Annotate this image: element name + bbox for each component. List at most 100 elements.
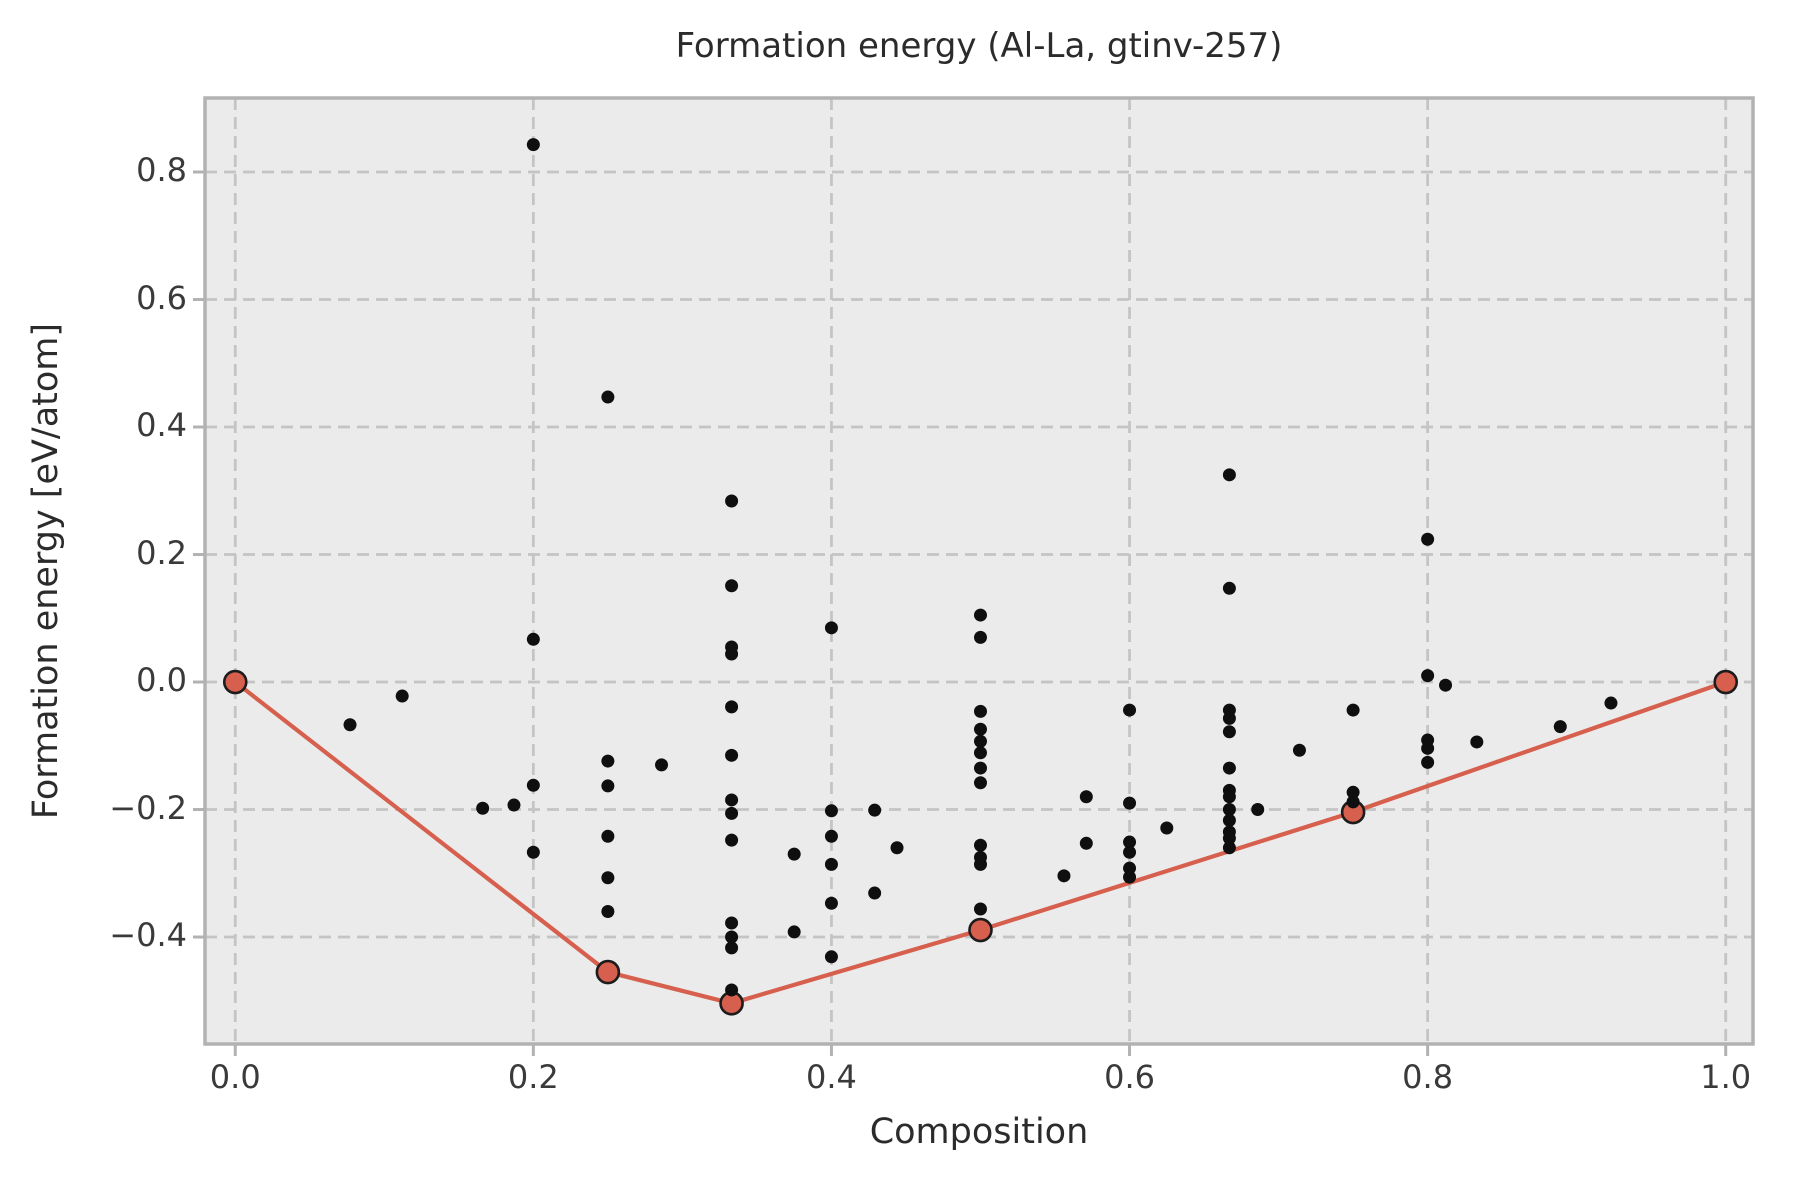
scatter-point: [868, 886, 882, 900]
y-tick-label: 0.2: [136, 533, 187, 572]
scatter-point: [973, 838, 987, 852]
y-tick-label: −0.2: [109, 788, 187, 827]
scatter-point: [973, 902, 987, 916]
scatter-point: [725, 494, 739, 508]
hull-point: [968, 917, 993, 943]
scatter-point: [725, 748, 739, 762]
scatter-point: [1123, 835, 1137, 849]
scatter-point: [601, 779, 615, 793]
scatter-point: [655, 758, 669, 772]
scatter-point: [1346, 795, 1360, 809]
y-tick-label: −0.4: [109, 916, 187, 955]
scatter-point: [725, 916, 739, 930]
hull-point: [222, 669, 248, 695]
scatter-point: [1079, 790, 1093, 804]
scatter-point: [1222, 831, 1236, 845]
scatter-point: [725, 806, 739, 820]
x-tick-label: 0.2: [507, 1058, 559, 1096]
x-tick-label: 0.6: [1104, 1058, 1155, 1096]
scatter-point: [526, 632, 540, 646]
scatter-point: [601, 871, 615, 885]
scatter-point: [1123, 861, 1137, 875]
scatter-point: [1123, 870, 1137, 884]
scatter-point: [1222, 841, 1236, 855]
scatter-point: [1057, 869, 1071, 883]
scatter-point: [1222, 581, 1236, 595]
hull-point: [1713, 669, 1739, 695]
scatter-point: [476, 801, 490, 815]
scatter-point: [1604, 696, 1618, 710]
scatter-point: [1160, 821, 1174, 835]
scatter-point: [526, 138, 540, 152]
scatter-point: [725, 647, 739, 661]
scatter-point: [973, 722, 987, 736]
scatter-point: [526, 845, 540, 859]
scatter-point: [1421, 532, 1435, 546]
scatter-point: [1222, 813, 1236, 827]
scatter-point: [787, 925, 801, 939]
y-axis-label: Formation energy [eV/atom]: [26, 322, 66, 820]
scatter-point: [725, 700, 739, 714]
scatter-point: [824, 950, 838, 964]
scatter-point: [973, 704, 987, 718]
y-tick-label: 0.6: [136, 278, 187, 317]
scatter-point: [868, 803, 882, 817]
scatter-point: [725, 833, 739, 847]
scatter-point: [973, 761, 987, 775]
scatter-point: [1222, 725, 1236, 739]
scatter-point: [725, 579, 739, 593]
scatter-point: [824, 829, 838, 843]
scatter-point: [1553, 720, 1567, 734]
x-axis-label: Composition: [869, 1112, 1089, 1152]
scatter-point: [725, 983, 739, 997]
scatter-point: [973, 630, 987, 644]
scatter-point: [973, 857, 987, 871]
scatter-point: [787, 847, 801, 861]
scatter-point: [343, 718, 357, 732]
scatter-point: [1470, 735, 1484, 749]
scatter-point: [725, 793, 739, 807]
scatter-point: [601, 829, 615, 843]
scatter-point: [973, 608, 987, 622]
scatter-point: [1079, 836, 1093, 850]
y-tick-label: 0.0: [136, 661, 187, 700]
x-tick-label: 1.0: [1700, 1058, 1752, 1096]
scatter-point: [601, 905, 615, 919]
scatter-point: [1346, 703, 1360, 717]
scatter-point: [1439, 678, 1453, 692]
convex-hull-line: [233, 680, 1727, 1006]
y-tick-label: 0.4: [136, 406, 187, 445]
scatter-point: [1421, 669, 1435, 683]
scatter-point: [824, 804, 838, 818]
plot-border: [203, 96, 1755, 1046]
scatter-point: [1123, 845, 1137, 859]
scatter-point: [973, 776, 987, 790]
hull-point: [595, 959, 621, 985]
scatter-point: [601, 390, 615, 404]
scatter-point: [890, 841, 904, 855]
scatter-point: [725, 941, 739, 955]
scatter-point: [1222, 711, 1236, 725]
x-tick-label: 0.4: [805, 1058, 857, 1096]
scatter-point: [1421, 755, 1435, 769]
scatter-point: [824, 896, 838, 910]
scatter-point: [1292, 743, 1306, 757]
scatter-point: [1251, 803, 1265, 817]
scatter-point: [973, 746, 987, 760]
scatter-point: [725, 930, 739, 944]
scatter-point: [1346, 785, 1360, 799]
x-tick-label: 0.0: [209, 1058, 261, 1096]
scatter-point: [824, 621, 838, 635]
scatter-point: [824, 857, 838, 871]
y-tick-label: 0.8: [136, 151, 187, 189]
chart-title: Formation energy (Al-La, gtinv-257): [675, 26, 1283, 66]
scatter-point: [1222, 803, 1236, 817]
scatter-point: [526, 778, 540, 792]
scatter-point: [507, 798, 521, 812]
x-tick-label: 0.8: [1402, 1058, 1454, 1096]
scatter-point: [1123, 796, 1137, 810]
plot-background: [205, 98, 1753, 1044]
scatter-point: [1222, 761, 1236, 775]
